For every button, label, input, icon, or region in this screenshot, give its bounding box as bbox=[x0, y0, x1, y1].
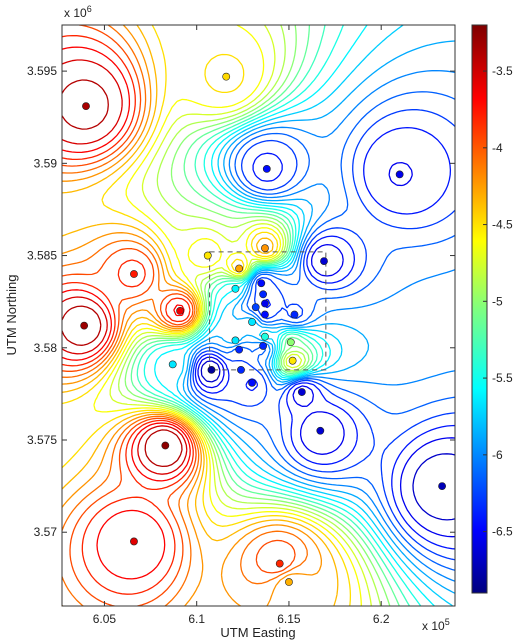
data-point-22 bbox=[231, 336, 240, 345]
dashed-region-box bbox=[209, 251, 327, 371]
colorbar-tick-label: -6 bbox=[492, 448, 503, 462]
contour-level-24 bbox=[62, 46, 191, 580]
data-point-32 bbox=[316, 426, 325, 435]
dashed-box bbox=[209, 251, 327, 371]
x-tick-label: 6.1 bbox=[188, 612, 205, 626]
x-tick-label: 6.15 bbox=[277, 612, 301, 626]
y-tick-label: 3.57 bbox=[34, 525, 58, 539]
contour-level-26 bbox=[62, 79, 183, 468]
y-multiplier: x 106 bbox=[64, 4, 92, 20]
x-axis: 6.05 6.1 6.15 6.2 bbox=[93, 25, 390, 626]
y-tick-label: 3.595 bbox=[27, 64, 57, 78]
data-point-34 bbox=[275, 559, 284, 568]
data-point-5 bbox=[130, 537, 138, 546]
data-point-33 bbox=[438, 482, 446, 491]
y-tick-label: 3.575 bbox=[27, 433, 57, 447]
data-points bbox=[80, 72, 446, 586]
data-point-26 bbox=[288, 356, 297, 365]
data-point-8 bbox=[235, 264, 244, 273]
contour-level-23 bbox=[62, 34, 194, 595]
contour-level-13 bbox=[130, 25, 401, 606]
data-point-7 bbox=[203, 251, 212, 260]
y-tick-label: 3.58 bbox=[34, 341, 58, 355]
data-point-13 bbox=[320, 257, 328, 265]
contour-lines bbox=[62, 25, 455, 606]
x-tick-label: 6.2 bbox=[373, 612, 390, 626]
data-point-30 bbox=[248, 378, 256, 387]
data-point-27 bbox=[168, 360, 177, 369]
data-point-18 bbox=[261, 310, 269, 319]
y-axis-title: UTM Northing bbox=[4, 275, 19, 356]
contour-level-21 bbox=[62, 25, 308, 606]
contour-level-12 bbox=[136, 25, 411, 606]
contour-level-17 bbox=[93, 25, 362, 606]
contour-level-3 bbox=[197, 161, 455, 538]
colorbar-tick-label: -3.5 bbox=[492, 64, 513, 78]
x-axis-title: UTM Easting bbox=[220, 625, 295, 640]
y-tick-label: 3.585 bbox=[27, 249, 57, 263]
data-point-35 bbox=[285, 578, 293, 586]
colorbar-tick-label: -4 bbox=[492, 141, 503, 155]
contour-level-20 bbox=[62, 25, 323, 606]
colorbar-tick-label: -6.5 bbox=[492, 525, 513, 539]
contour-level-5 bbox=[192, 109, 455, 561]
data-point-11 bbox=[262, 164, 271, 173]
y-tick-label: 3.59 bbox=[34, 156, 58, 170]
data-point-29 bbox=[237, 366, 245, 374]
data-point-12 bbox=[395, 170, 404, 179]
contour-level-16 bbox=[109, 25, 372, 606]
y-axis: 3.57 3.575 3.58 3.585 3.59 3.595 bbox=[27, 64, 455, 539]
data-point-24 bbox=[259, 342, 268, 350]
data-point-6 bbox=[222, 72, 231, 81]
x-multiplier: x 105 bbox=[422, 617, 450, 633]
data-point-10 bbox=[231, 284, 240, 293]
contour-level-14 bbox=[124, 25, 391, 606]
data-point-21 bbox=[261, 332, 269, 341]
data-point-14 bbox=[257, 279, 266, 288]
plot-frame bbox=[61, 24, 456, 607]
data-point-15 bbox=[259, 290, 268, 299]
x-tick-label: 6.05 bbox=[93, 612, 117, 626]
colorbar-tick-label: -4.5 bbox=[492, 218, 513, 232]
data-point-28 bbox=[207, 366, 216, 374]
contour-level-8 bbox=[182, 40, 455, 595]
data-point-3 bbox=[176, 306, 184, 315]
contour-level-10 bbox=[154, 25, 436, 606]
contour-level-7 bbox=[186, 69, 455, 582]
data-point-19 bbox=[248, 318, 256, 326]
contour-level-6 bbox=[189, 91, 455, 571]
contour-level-15 bbox=[117, 25, 382, 606]
data-point-20 bbox=[290, 310, 299, 319]
contour-level-18 bbox=[62, 25, 352, 606]
data-point-31 bbox=[297, 388, 306, 396]
data-point-23 bbox=[286, 338, 295, 347]
contour-level-11 bbox=[143, 25, 422, 606]
contour-level-4 bbox=[194, 126, 455, 550]
colorbar-tick-label: -5 bbox=[492, 294, 503, 308]
data-point-2 bbox=[80, 321, 89, 330]
plot-area bbox=[62, 25, 455, 606]
colorbar-tick-label: -5.5 bbox=[492, 371, 513, 385]
data-point-0 bbox=[82, 102, 90, 111]
data-point-16 bbox=[261, 299, 269, 308]
contour-level-2 bbox=[200, 360, 455, 521]
data-point-25 bbox=[235, 345, 244, 354]
data-point-9 bbox=[261, 244, 269, 253]
contour-level-9 bbox=[176, 25, 454, 606]
colorbar-ticks: -3.5 -4 -4.5 -5 -5.5 -6 -6.5 bbox=[483, 64, 513, 539]
contour-level-25 bbox=[62, 59, 188, 475]
data-point-1 bbox=[130, 270, 138, 278]
contour-level-19 bbox=[62, 25, 339, 606]
data-point-17 bbox=[251, 303, 260, 312]
data-point-4 bbox=[161, 441, 170, 450]
colorbar bbox=[471, 24, 488, 594]
